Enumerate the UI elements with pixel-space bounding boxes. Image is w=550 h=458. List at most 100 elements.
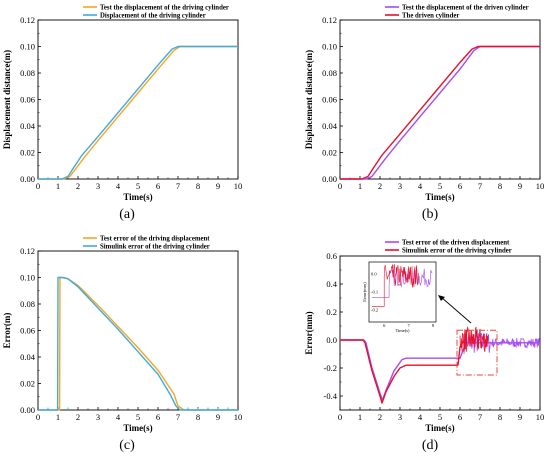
x-tick-label: 3 — [398, 412, 402, 422]
series-line-1 — [38, 45, 238, 180]
y-tick-label: 0.4 — [326, 279, 337, 289]
x-tick-label: 5 — [136, 181, 140, 191]
y-tick-label: 0.06 — [20, 326, 35, 336]
x-axis-label: Time(s) — [123, 423, 152, 433]
x-tick-label: 0 — [36, 181, 40, 191]
inset-red-line — [372, 264, 419, 307]
y-axis-label: Error(mm) — [304, 311, 314, 354]
y-tick-label: 0.04 — [322, 121, 338, 131]
series-line-0 — [38, 45, 238, 180]
x-tick-label: 1 — [358, 412, 362, 422]
plot-frame — [37, 250, 239, 411]
y-tick-label: 0.10 — [20, 42, 35, 52]
y-tick-label: 0.04 — [20, 352, 36, 362]
plot-frame — [339, 19, 541, 180]
x-axis-label: Time(s) — [425, 192, 454, 202]
y-tick-label: 0.02 — [20, 379, 35, 389]
legend-label-1: The driven cylinder — [402, 13, 459, 20]
x-tick-label: 3 — [96, 412, 100, 422]
y-tick-label: -0.4 — [324, 391, 338, 401]
legend: Test the displacement of the driven cyli… — [385, 5, 529, 20]
y-tick-label: 0.06 — [322, 95, 337, 105]
x-axis-label: Time(s) — [123, 192, 152, 202]
x-tick-label: 5 — [438, 181, 442, 191]
x-tick-label: 7 — [176, 412, 180, 422]
y-tick-label: 0.06 — [20, 95, 35, 105]
y-tick-label: 0.12 — [322, 15, 337, 25]
y-tick-label: 0.00 — [20, 405, 35, 415]
x-tick-label: 7 — [478, 181, 482, 191]
y-tick-label: 0.08 — [20, 68, 35, 78]
series-line-0 — [38, 276, 238, 411]
x-tick-label: 2 — [378, 412, 382, 422]
y-tick-label: 0.2 — [326, 307, 337, 317]
inset-plot: 6 7 8 0.0 -0.1 -0.2 Time(s) Error(mm) — [362, 261, 437, 333]
x-tick-label: 7 — [176, 181, 180, 191]
y-tick-label: 0.12 — [20, 246, 35, 256]
series-line-1 — [340, 45, 540, 180]
x-tick-label: 0 — [338, 181, 342, 191]
legend-label-1: Simulink error of the driving cylinder — [100, 244, 210, 251]
plot-frame — [37, 19, 239, 180]
x-tick-label: 6 — [458, 412, 462, 422]
y-tick-label: 0.02 — [20, 148, 35, 158]
panel-label: (a) — [119, 207, 135, 222]
y-tick-label: 0.0 — [326, 335, 337, 345]
x-tick-label: 4 — [418, 412, 423, 422]
y-tick-label: 0.00 — [322, 174, 337, 184]
legend-label-0: Test the displacement of the driving cyl… — [100, 5, 229, 12]
x-tick-label: 4 — [418, 181, 423, 191]
y-axis-label: Error(m) — [2, 313, 12, 349]
series-line-1 — [340, 336, 467, 404]
x-tick-label: 4 — [116, 181, 121, 191]
chart-panel-3: 0 1 2 3 4 5 6 7 8 9 10 -0.4 -0.2 0.0 0.2 0.4 0.6 Time(s) E… — [304, 240, 544, 454]
chart-panel-1: 0 1 2 3 4 5 6 7 8 9 10 0.00 0.02 0.04 0.06 0.08 0.10 0.12… — [304, 5, 544, 223]
panel-label: (c) — [119, 438, 135, 453]
series-line-0 — [340, 45, 540, 180]
red-oscillation — [459, 326, 489, 352]
x-tick-label: 2 — [378, 181, 382, 191]
x-tick-label: 7 — [478, 412, 482, 422]
x-tick-label: 0 — [36, 412, 40, 422]
legend: Test error of the driven displacementSim… — [385, 240, 512, 255]
x-tick-label: 8 — [498, 181, 502, 191]
legend-label-1: Displacement of the driving cylinder — [100, 13, 206, 20]
x-tick-label: 8 — [196, 181, 200, 191]
x-tick-label: 9 — [216, 181, 220, 191]
x-tick-label: 10 — [234, 412, 243, 422]
chart-panel-2: 0 1 2 3 4 5 6 7 8 9 10 0.00 0.02 0.04 0.06 0.08 0.10 0.12… — [2, 236, 242, 454]
x-tick-label: 6 — [458, 181, 462, 191]
y-tick-label: 0.04 — [20, 121, 36, 131]
panel-label: (d) — [422, 438, 439, 453]
x-tick-label: 1 — [56, 181, 60, 191]
x-tick-label: 10 — [536, 181, 545, 191]
inset-x-axis-label: Time(s) — [395, 328, 410, 333]
y-tick-label: 0.08 — [322, 68, 337, 78]
x-tick-label: 3 — [398, 181, 402, 191]
inset-y-tick-label: 0.0 — [371, 272, 377, 277]
zoom-arrow — [440, 296, 472, 324]
x-tick-label: 6 — [156, 181, 160, 191]
panel-label: (b) — [422, 207, 439, 222]
x-tick-label: 1 — [358, 181, 362, 191]
inset-x-tick-label: 7 — [407, 323, 410, 328]
x-tick-label: 9 — [518, 412, 522, 422]
legend-label-0: Test error of the driven displacement — [402, 240, 510, 247]
x-tick-label: 2 — [76, 412, 80, 422]
x-tick-label: 8 — [196, 412, 200, 422]
x-tick-label: 3 — [96, 181, 100, 191]
x-tick-label: 10 — [234, 181, 243, 191]
x-tick-label: 0 — [338, 412, 342, 422]
y-tick-label: 0.10 — [322, 42, 337, 52]
y-tick-label: -0.2 — [324, 363, 337, 373]
x-tick-label: 1 — [56, 412, 60, 422]
chart-panel-0: 0 1 2 3 4 5 6 7 8 9 10 0.00 0.02 0.04 0.06 0.08 0.10 0.12… — [2, 5, 242, 223]
y-axis-label: Displacement distance(m) — [2, 50, 12, 149]
x-axis-label: Time(s) — [425, 423, 454, 433]
y-tick-label: 0.00 — [20, 174, 35, 184]
x-tick-label: 6 — [156, 412, 160, 422]
y-tick-label: 0.12 — [20, 15, 35, 25]
inset-x-tick-label: 6 — [383, 323, 386, 328]
inset-y-axis-label: Error(mm) — [362, 282, 367, 302]
